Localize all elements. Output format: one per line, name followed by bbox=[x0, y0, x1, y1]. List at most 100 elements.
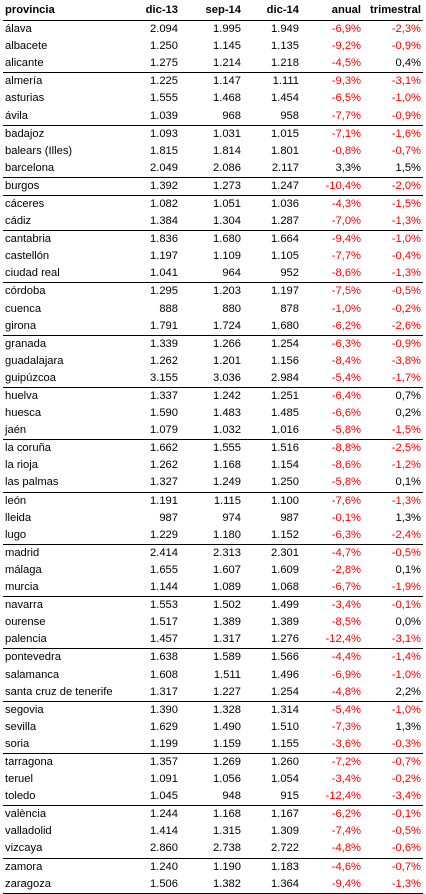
table-row: balears (Illes) 1.815 1.814 1.801 -0,8% -0,7% bbox=[3, 143, 423, 160]
cell-sep-14: 1.273 bbox=[180, 176, 243, 196]
cell-dic-13: 1.590 bbox=[150, 407, 178, 420]
cell-sep-14: 1.032 bbox=[213, 424, 241, 437]
cell-sep-14: 1.269 bbox=[180, 752, 243, 772]
table-row: almería 1.225 1.147 1.111 -9,3% -3,1% bbox=[3, 72, 423, 91]
cell-dic-14: 1.183 bbox=[243, 857, 301, 876]
column-header-provincia: provincia bbox=[3, 0, 126, 21]
cell-sep-14: 1.089 bbox=[213, 581, 241, 594]
cell-provincia: valladolid bbox=[5, 825, 52, 838]
cell-provincia: castellón bbox=[5, 250, 50, 263]
cell-dic-14: 1.364 bbox=[243, 875, 301, 894]
cell-dic-14: 958 bbox=[280, 109, 299, 122]
cell-provincia: lugo bbox=[5, 528, 27, 541]
cell-trimestral: -3,1% bbox=[363, 72, 423, 91]
cell-trimestral: -0,7% bbox=[391, 144, 421, 157]
cell-sep-14: 1.147 bbox=[180, 72, 243, 91]
cell-dic-14: 1.389 bbox=[271, 616, 299, 629]
column-header-anual: anual bbox=[301, 0, 363, 21]
cell-dic-13: 2.094 bbox=[150, 23, 178, 36]
cell-provincia: madrid bbox=[3, 543, 126, 562]
cell-anual: -9,2% bbox=[331, 40, 361, 53]
cell-provincia: cantabria bbox=[3, 230, 126, 249]
table-row: cuenca 888 880 878 -1,0% -0,2% bbox=[3, 301, 423, 318]
cell-anual: -7,7% bbox=[331, 250, 361, 263]
cell-provincia: cáceres bbox=[3, 194, 126, 214]
cell-dic-13: 1.082 bbox=[126, 194, 180, 214]
cell-dic-13: 1.638 bbox=[126, 648, 180, 667]
table-header: provincia dic-13 sep-14 dic-14 anual tri… bbox=[3, 0, 423, 21]
cell-sep-14: 1.502 bbox=[180, 596, 243, 615]
table-row: murcia 1.144 1.089 1.068 -6,7% -1,9% bbox=[3, 579, 423, 597]
cell-provincia: albacete bbox=[5, 40, 48, 53]
cell-trimestral: -2,5% bbox=[363, 439, 423, 458]
table-row: granada 1.339 1.266 1.254 -6,3% -0,9% bbox=[3, 334, 423, 353]
cell-trimestral: -1,0% bbox=[391, 92, 421, 105]
cell-sep-14: 1.056 bbox=[213, 773, 241, 786]
cell-anual: -9,4% bbox=[301, 875, 363, 894]
cell-provincia: cádiz bbox=[5, 215, 32, 228]
cell-anual: -5,4% bbox=[331, 371, 361, 384]
table-row: castellón 1.197 1.109 1.105 -7,7% -0,4% bbox=[3, 248, 423, 265]
cell-provincia: almería bbox=[3, 72, 126, 91]
cell-provincia: ávila bbox=[5, 109, 29, 122]
cell-trimestral: 1,3% bbox=[395, 720, 422, 733]
cell-dic-14: 1.680 bbox=[271, 319, 299, 332]
table-row: león 1.191 1.115 1.100 -7,6% -1,3% bbox=[3, 491, 423, 510]
table-row: zamora 1.240 1.190 1.183 -4,6% -0,7% bbox=[3, 857, 423, 876]
cell-sep-14: 1.190 bbox=[180, 857, 243, 876]
cell-anual: -5,8% bbox=[331, 476, 361, 489]
table-row: palencia 1.457 1.317 1.276 -12,4% -3,1% bbox=[3, 631, 423, 649]
cell-dic-13: 1.339 bbox=[126, 334, 180, 353]
cell-dic-13: 1.079 bbox=[150, 424, 178, 437]
cell-sep-14: 1.051 bbox=[180, 194, 243, 214]
table-row: girona 1.791 1.724 1.680 -6,2% -2,6% bbox=[3, 318, 423, 336]
cell-dic-13: 1.250 bbox=[150, 40, 178, 53]
cell-dic-14: 1.664 bbox=[243, 230, 301, 249]
cell-sep-14: 1.214 bbox=[213, 57, 241, 70]
cell-trimestral: -1,3% bbox=[363, 875, 423, 894]
cell-provincia: álava bbox=[5, 23, 32, 36]
cell-sep-14: 1.468 bbox=[213, 92, 241, 105]
cell-dic-14: 1.036 bbox=[243, 194, 301, 214]
cell-anual: -6,6% bbox=[331, 407, 361, 420]
cell-trimestral: 0,2% bbox=[395, 407, 422, 420]
cell-sep-14: 3.036 bbox=[213, 371, 241, 384]
cell-anual: -9,4% bbox=[301, 230, 363, 249]
cell-provincia: soria bbox=[5, 737, 30, 750]
cell-provincia: ourense bbox=[5, 616, 46, 629]
cell-dic-14: 1.454 bbox=[271, 92, 299, 105]
cell-dic-14: 2.984 bbox=[271, 371, 299, 384]
table-row: guadalajara 1.262 1.201 1.156 -8,4% -3,8% bbox=[3, 353, 423, 370]
cell-dic-13: 1.295 bbox=[126, 282, 180, 301]
cell-sep-14: 1.483 bbox=[213, 407, 241, 420]
table-row: burgos 1.392 1.273 1.247 -10,4% -2,0% bbox=[3, 176, 423, 196]
cell-dic-14: 1.516 bbox=[243, 439, 301, 458]
cell-dic-13: 1.629 bbox=[150, 720, 178, 733]
cell-sep-14: 974 bbox=[222, 511, 241, 524]
cell-dic-13: 1.553 bbox=[126, 596, 180, 615]
cell-sep-14: 1.317 bbox=[213, 633, 241, 646]
cell-dic-14: 1.015 bbox=[243, 124, 301, 143]
cell-anual: -7,3% bbox=[331, 720, 361, 733]
cell-anual: -4,8% bbox=[331, 842, 361, 855]
table-row: teruel 1.091 1.056 1.054 -3,4% -0,2% bbox=[3, 771, 423, 788]
cell-anual: -8,4% bbox=[331, 354, 361, 367]
cell-dic-13: 1.091 bbox=[150, 773, 178, 786]
cell-sep-14: 964 bbox=[222, 267, 241, 280]
cell-provincia: vizcaya bbox=[5, 842, 43, 855]
cell-anual: -4,6% bbox=[301, 857, 363, 876]
cell-trimestral: -2,0% bbox=[363, 176, 423, 196]
table-row: lugo 1.229 1.180 1.152 -6,3% -2,4% bbox=[3, 527, 423, 545]
cell-provincia: lleida bbox=[5, 511, 32, 524]
cell-trimestral: -3,8% bbox=[391, 354, 421, 367]
cell-provincia: girona bbox=[5, 319, 37, 332]
cell-dic-14: 1.155 bbox=[271, 737, 299, 750]
cell-anual: -7,2% bbox=[301, 752, 363, 772]
cell-provincia: pontevedra bbox=[3, 648, 126, 667]
cell-provincia: burgos bbox=[3, 176, 126, 196]
cell-provincia: tarragona bbox=[3, 752, 126, 772]
cell-dic-13: 1.414 bbox=[150, 825, 178, 838]
cell-anual: -6,9% bbox=[331, 23, 361, 36]
cell-dic-14: 1.247 bbox=[243, 176, 301, 196]
cell-provincia: león bbox=[3, 491, 126, 510]
